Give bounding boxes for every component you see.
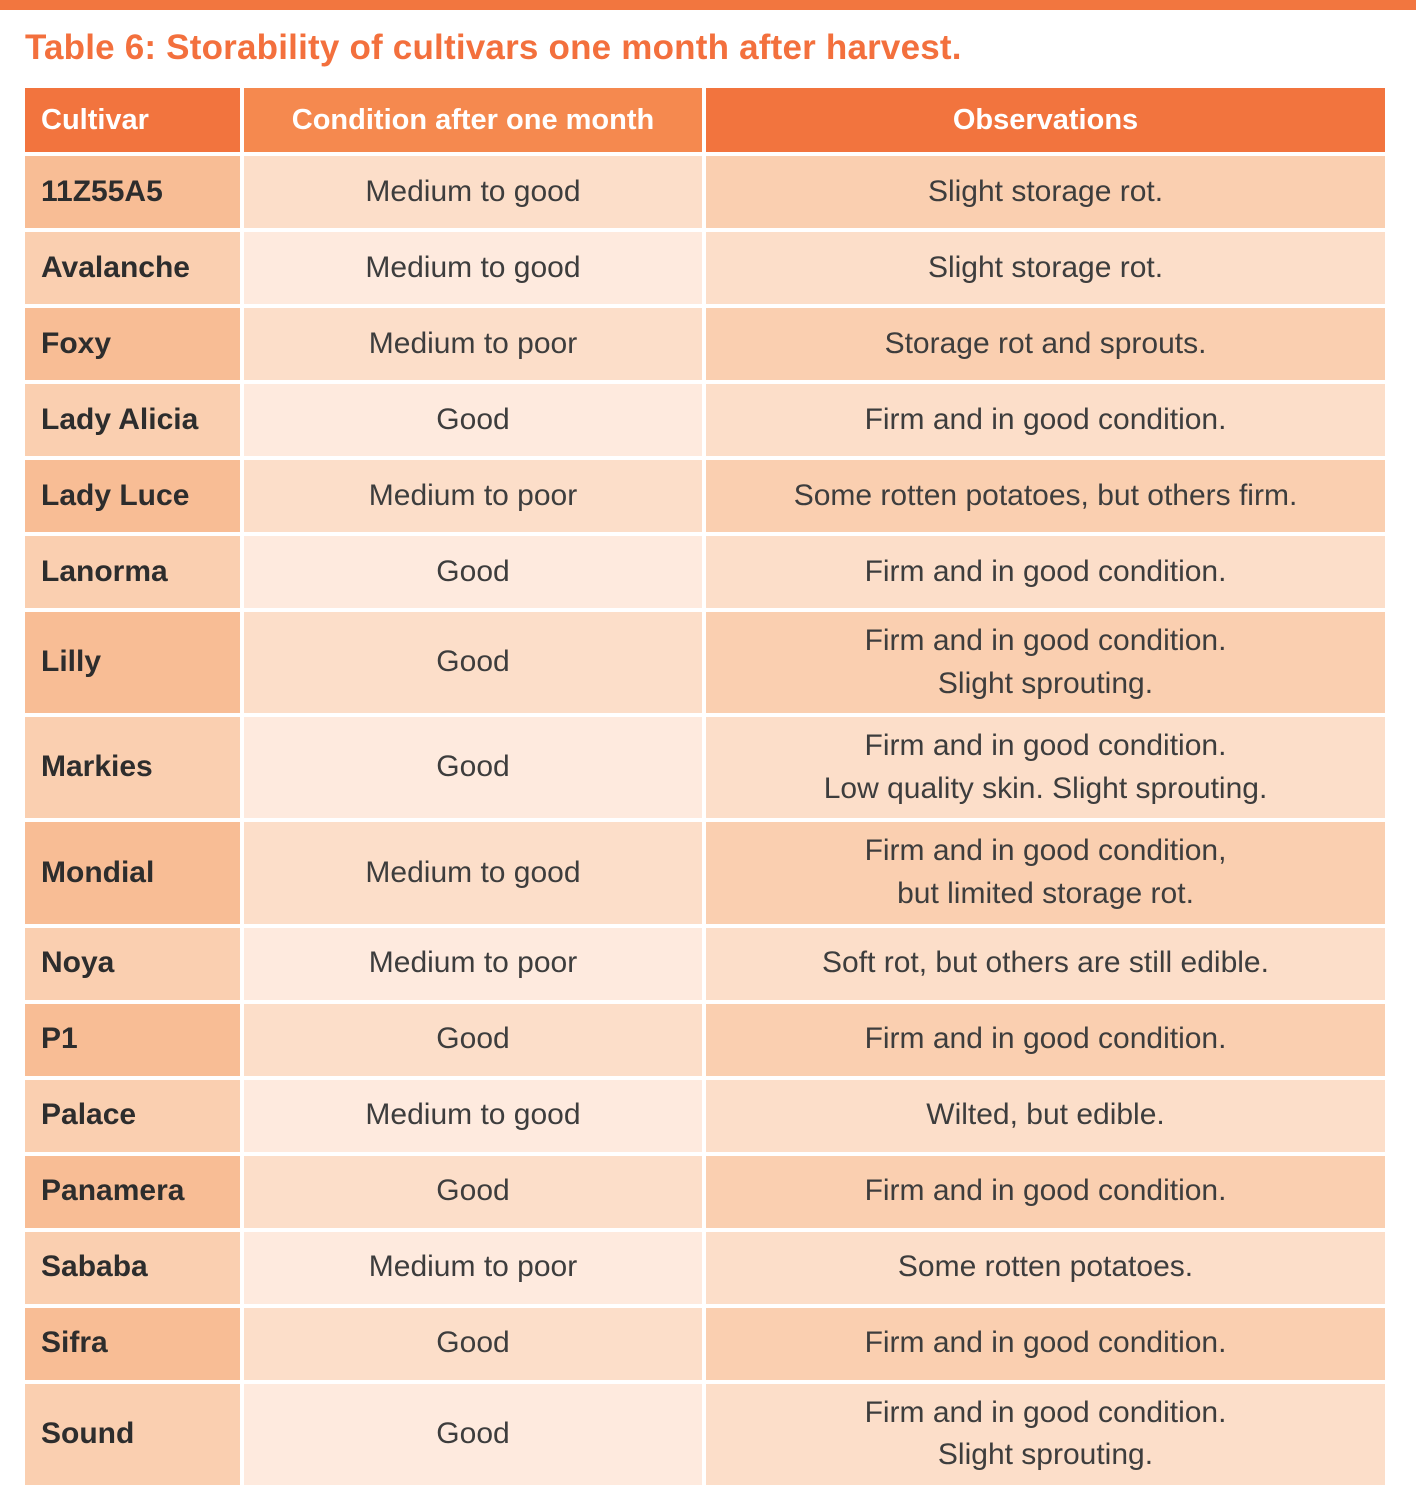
cell-cultivar: Sound	[25, 1383, 240, 1485]
cell-condition: Good	[244, 536, 702, 608]
cell-condition: Good	[244, 1003, 702, 1076]
cell-cultivar: Mondial	[25, 822, 240, 924]
cell-observations: Storage rot and sprouts.	[706, 308, 1385, 380]
cell-condition: Good	[244, 384, 702, 456]
cell-cultivar: Noya	[25, 927, 240, 1000]
cell-cultivar: Lady Alicia	[25, 384, 240, 456]
top-accent-bar	[0, 0, 1416, 10]
cell-condition: Medium to poor	[244, 460, 702, 532]
cell-cultivar: 11Z55A5	[25, 156, 240, 228]
cell-observations: Firm and in good condition.	[706, 536, 1385, 608]
cell-condition: Good	[244, 1155, 702, 1228]
cell-observations: Firm and in good condition, but limited …	[706, 822, 1385, 924]
cell-condition: Good	[244, 1383, 702, 1485]
cell-condition: Good	[244, 1307, 702, 1380]
cell-cultivar: Lady Luce	[25, 460, 240, 532]
storability-table: Cultivar Condition after one month Obser…	[25, 88, 1385, 1485]
cell-observations: Soft rot, but others are still edible.	[706, 927, 1385, 1000]
cell-condition: Good	[244, 612, 702, 714]
cell-condition: Good	[244, 717, 702, 819]
cell-observations: Firm and in good condition. Slight sprou…	[706, 612, 1385, 714]
cell-observations: Slight storage rot.	[706, 156, 1385, 228]
cell-cultivar: P1	[25, 1003, 240, 1076]
cell-observations: Firm and in good condition. Slight sprou…	[706, 1383, 1385, 1485]
cell-cultivar: Lilly	[25, 612, 240, 714]
cell-condition: Medium to poor	[244, 927, 702, 1000]
cell-condition: Medium to good	[244, 822, 702, 924]
cell-observations: Wilted, but edible.	[706, 1079, 1385, 1152]
cell-observations: Some rotten potatoes, but others firm.	[706, 460, 1385, 532]
cell-observations: Firm and in good condition. Low quality …	[706, 717, 1385, 819]
cell-cultivar: Lanorma	[25, 536, 240, 608]
cell-condition: Medium to good	[244, 1079, 702, 1152]
cell-condition: Medium to good	[244, 232, 702, 304]
cell-cultivar: Markies	[25, 717, 240, 819]
cell-observations: Firm and in good condition.	[706, 384, 1385, 456]
cell-cultivar: Panamera	[25, 1155, 240, 1228]
cell-cultivar: Sifra	[25, 1307, 240, 1380]
cell-observations: Slight storage rot.	[706, 232, 1385, 304]
cell-cultivar: Sababa	[25, 1231, 240, 1304]
cell-observations: Firm and in good condition.	[706, 1155, 1385, 1228]
cell-observations: Firm and in good condition.	[706, 1307, 1385, 1380]
cell-observations: Some rotten potatoes.	[706, 1231, 1385, 1304]
cell-cultivar: Avalanche	[25, 232, 240, 304]
column-header-cultivar: Cultivar	[25, 88, 240, 152]
table-title: Table 6: Storability of cultivars one mo…	[25, 28, 962, 67]
cell-condition: Medium to good	[244, 156, 702, 228]
cell-condition: Medium to poor	[244, 1231, 702, 1304]
cell-cultivar: Palace	[25, 1079, 240, 1152]
column-header-condition: Condition after one month	[244, 88, 702, 152]
cell-cultivar: Foxy	[25, 308, 240, 380]
column-header-observations: Observations	[706, 88, 1385, 152]
cell-condition: Medium to poor	[244, 308, 702, 380]
cell-observations: Firm and in good condition.	[706, 1003, 1385, 1076]
